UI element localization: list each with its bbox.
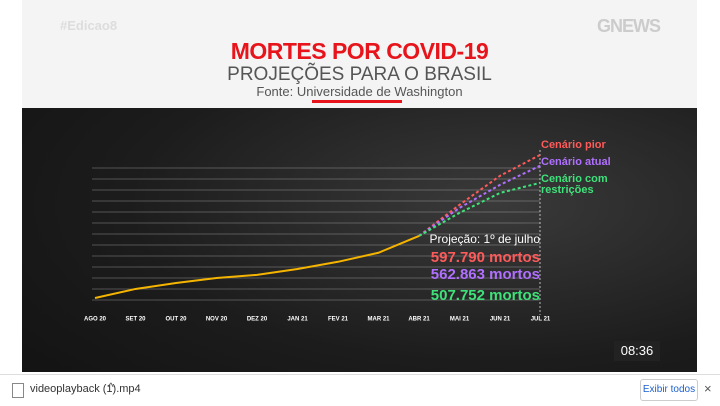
legend-label: Cenário com restrições — [541, 174, 608, 196]
annotation: Projeção: 1º de julho — [430, 232, 541, 246]
x-tick-label: JUL 21 — [531, 317, 551, 323]
x-tick-label: NOV 20 — [206, 317, 228, 323]
x-tick-label: AGO 20 — [84, 317, 107, 323]
file-menu[interactable]: ^ — [108, 380, 114, 394]
x-tick-label: OUT 20 — [165, 317, 187, 323]
value-label: 597.790 mortos — [431, 249, 540, 266]
x-tick-label: MAI 21 — [450, 317, 470, 323]
legend-entry: Cenário com restrições — [541, 174, 608, 196]
underline — [312, 100, 402, 103]
x-tick-label: DEZ 20 — [247, 317, 268, 323]
chart: AGO 20 SET 20 OUT 20 NOV 20 DEZ 20 JAN 21 FEV … — [84, 140, 611, 323]
show-all-button[interactable]: Exibir todos — [640, 379, 698, 401]
series-line — [418, 153, 541, 237]
x-tick-label: SET 20 — [125, 317, 146, 323]
source: Fonte: Universidade de Washington — [256, 84, 463, 99]
legend-entry: Cenário pior — [541, 140, 606, 151]
download-bar: videoplayback (1).mp4 ^ Exibir todos × — [0, 374, 720, 406]
file-icon — [12, 383, 24, 398]
value-label: 507.752 mortos — [431, 287, 540, 304]
hashtag: #Edicao8 — [60, 18, 118, 33]
title: MORTES POR COVID-19 — [230, 38, 489, 64]
timestamp: 08:36 — [614, 341, 660, 361]
series-line — [418, 164, 541, 237]
subtitle: PROJEÇÕES PARA O BRASIL — [227, 64, 492, 85]
x-tick-label: ABR 21 — [408, 317, 430, 323]
value-label: 562.863 mortos — [431, 266, 540, 283]
x-tick-label: JAN 21 — [287, 317, 308, 323]
close-button[interactable]: × — [704, 381, 712, 396]
x-tick-label: FEV 21 — [328, 317, 349, 323]
series-line — [418, 181, 541, 237]
x-tick-label: JUN 21 — [490, 317, 511, 323]
file-name[interactable]: videoplayback (1).mp4 — [30, 383, 141, 395]
header-band — [22, 0, 697, 108]
legend-entry: Cenário atual — [541, 157, 611, 168]
logo: GNEWS — [597, 16, 661, 36]
legend-label: Cenário pior — [541, 140, 606, 151]
video-frame: #Edicao8 GNEWS MORTES POR COVID-19 PROJE… — [22, 0, 697, 372]
legend-label: Cenário atual — [541, 157, 611, 168]
x-tick-label: MAR 21 — [367, 317, 390, 323]
series-line — [94, 235, 420, 299]
